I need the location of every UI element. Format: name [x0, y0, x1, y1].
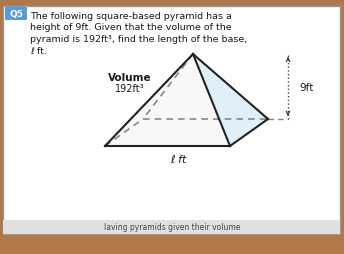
FancyBboxPatch shape	[5, 8, 27, 21]
Text: laving pyramids given their volume: laving pyramids given their volume	[104, 223, 240, 232]
Polygon shape	[105, 120, 268, 146]
Bar	[3, 220, 340, 234]
Polygon shape	[105, 55, 193, 146]
Text: height of 9ft. Given that the volume of the: height of 9ft. Given that the volume of …	[30, 23, 232, 32]
FancyBboxPatch shape	[3, 7, 340, 234]
Text: pyramid is 192ft³, find the length of the base,: pyramid is 192ft³, find the length of th…	[30, 35, 247, 44]
Polygon shape	[143, 55, 268, 120]
Text: Q5: Q5	[9, 10, 23, 19]
Text: 192ft³: 192ft³	[115, 84, 145, 94]
Polygon shape	[105, 55, 230, 146]
Text: 9ft: 9ft	[299, 83, 313, 93]
Polygon shape	[193, 55, 268, 146]
Text: ℓ ft: ℓ ft	[170, 154, 186, 164]
Text: The following square-based pyramid has a: The following square-based pyramid has a	[30, 12, 232, 21]
Text: ℓ ft.: ℓ ft.	[30, 46, 47, 55]
Text: Volume: Volume	[108, 73, 152, 83]
